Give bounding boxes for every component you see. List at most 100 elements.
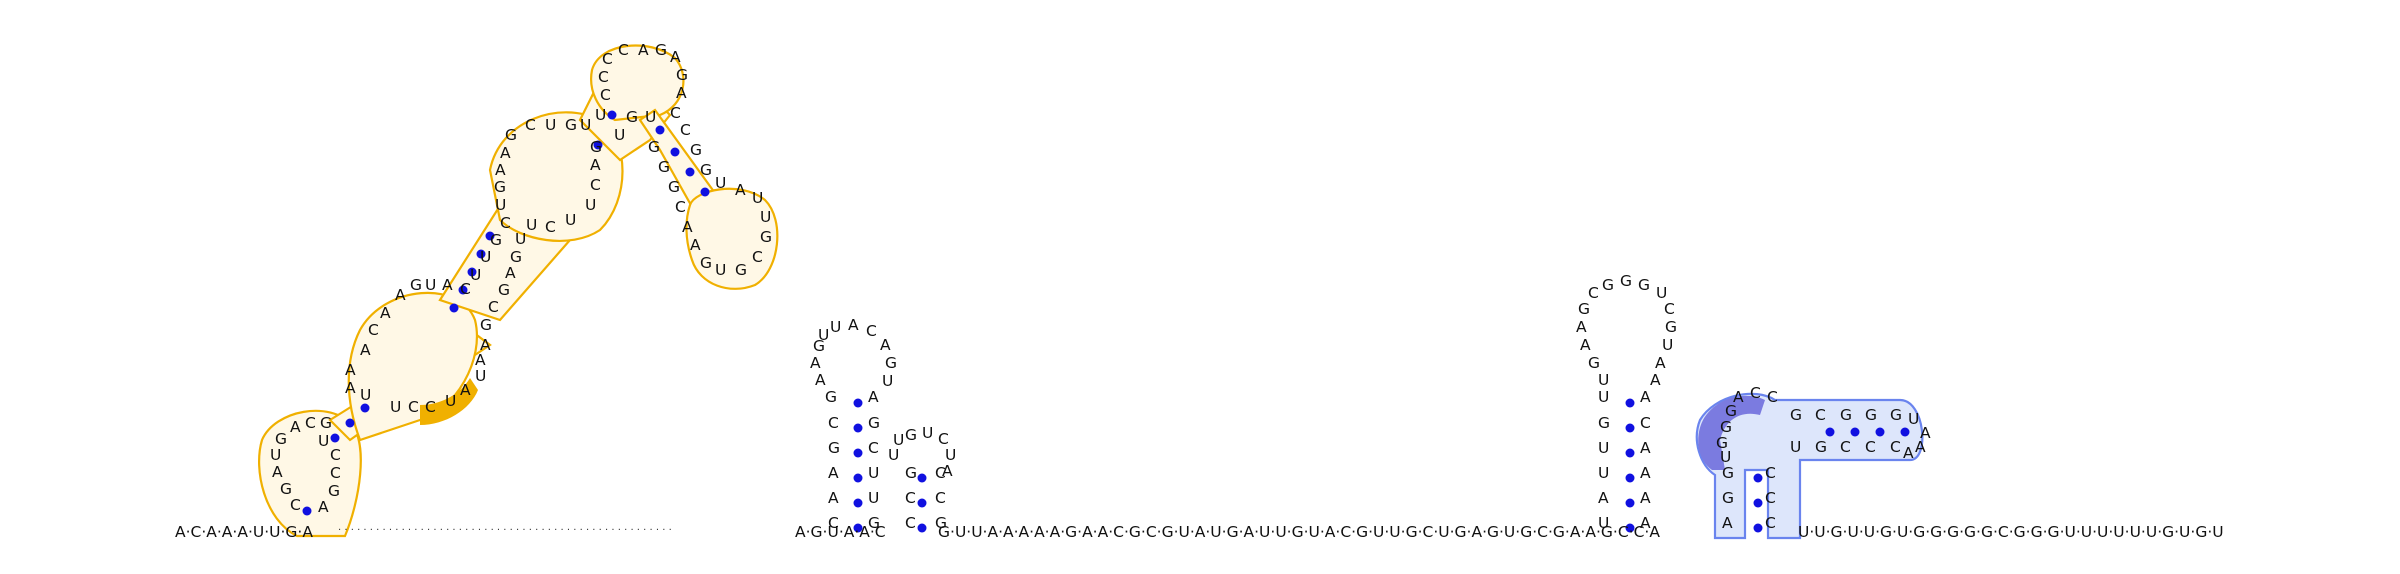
svg-text:A: A [815, 371, 826, 389]
svg-text:U: U [495, 196, 506, 214]
svg-text:G: G [505, 126, 517, 144]
svg-text:A: A [460, 381, 471, 399]
svg-text:A: A [1640, 439, 1651, 457]
base-pair-dots [302, 110, 1910, 533]
svg-text:G: G [1722, 489, 1734, 507]
svg-text:U: U [715, 174, 726, 192]
svg-text:U: U [318, 432, 329, 450]
svg-text:U: U [1598, 439, 1609, 457]
svg-text:G: G [1638, 276, 1650, 294]
svg-text:C: C [1588, 284, 1599, 302]
svg-text:U: U [1598, 464, 1609, 482]
svg-text:U: U [445, 392, 456, 410]
svg-text:G: G [1725, 402, 1737, 420]
svg-text:C: C [545, 218, 556, 236]
svg-text:U: U [470, 266, 481, 284]
svg-text:U: U [360, 386, 371, 404]
svg-text:G: G [1716, 434, 1728, 452]
svg-text:U: U [585, 196, 596, 214]
svg-text:G: G [700, 254, 712, 272]
svg-text:A: A [272, 463, 283, 481]
svg-text:A: A [590, 156, 601, 174]
svg-text:C: C [590, 176, 601, 194]
svg-text:A: A [318, 498, 329, 516]
svg-text:A: A [682, 218, 693, 236]
svg-text:C: C [500, 214, 511, 232]
svg-text:G: G [510, 248, 522, 266]
svg-text:A: A [380, 304, 391, 322]
svg-text:G: G [498, 281, 510, 299]
svg-text:G: G [885, 354, 897, 372]
svg-text:A: A [500, 144, 511, 162]
svg-text:A: A [442, 276, 453, 294]
svg-text:C: C [290, 496, 301, 514]
svg-text:C: C [1767, 388, 1778, 406]
svg-text:G: G [1720, 418, 1732, 436]
svg-text:G: G [658, 158, 670, 176]
svg-text:A: A [880, 336, 891, 354]
svg-text:G: G [1602, 276, 1614, 294]
svg-text:A: A [345, 361, 356, 379]
svg-text:C: C [1890, 438, 1901, 456]
svg-text:C: C [935, 489, 946, 507]
svg-text:U: U [715, 261, 726, 279]
svg-text:U: U [1598, 371, 1609, 389]
svg-text:C: C [330, 464, 341, 482]
svg-text:G: G [676, 66, 688, 84]
svg-text:G: G [1865, 406, 1877, 424]
svg-text:A: A [1733, 388, 1744, 406]
svg-text:C: C [602, 50, 613, 68]
svg-text:A: A [828, 489, 839, 507]
svg-text:A: A [735, 181, 746, 199]
svg-text:C: C [1640, 414, 1651, 432]
svg-text:C: C [1815, 406, 1826, 424]
svg-text:C: C [305, 414, 316, 432]
svg-text:C: C [680, 121, 691, 139]
svg-text:C: C [425, 398, 436, 416]
svg-text:A: A [810, 354, 821, 372]
svg-text:C: C [1840, 438, 1851, 456]
svg-text:G: G [1665, 318, 1677, 336]
svg-text:C: C [752, 248, 763, 266]
svg-text:A: A [1640, 514, 1651, 532]
svg-text:G: G [1815, 438, 1827, 456]
svg-text:U: U [1656, 284, 1667, 302]
svg-text:C: C [866, 322, 877, 340]
svg-text:A: A [1920, 424, 1931, 442]
unpaired-gap-dots: · · · · · · · · · · · · · · · · · · · · … [338, 525, 672, 536]
svg-text:U: U [1598, 388, 1609, 406]
svg-text:C: C [488, 298, 499, 316]
svg-text:U: U [882, 372, 893, 390]
svg-text:A: A [1640, 464, 1651, 482]
svg-text:G: G [1578, 300, 1590, 318]
svg-text:A: A [395, 286, 406, 304]
svg-text:C: C [935, 464, 946, 482]
svg-text:G: G [1598, 414, 1610, 432]
svg-text:A: A [638, 41, 649, 59]
svg-text:U: U [425, 276, 436, 294]
svg-text:C: C [1765, 489, 1776, 507]
svg-text:C: C [408, 398, 419, 416]
svg-text:C: C [598, 68, 609, 86]
svg-text:G: G [868, 514, 880, 532]
svg-text:A: A [1598, 489, 1609, 507]
svg-text:U: U [595, 106, 606, 124]
svg-text:A: A [345, 379, 356, 397]
svg-text:C: C [828, 514, 839, 532]
svg-text:A: A [1576, 318, 1587, 336]
svg-text:G: G [480, 316, 492, 334]
svg-text:C: C [1664, 300, 1675, 318]
svg-text:C: C [460, 280, 471, 298]
svg-text:G: G [275, 430, 287, 448]
svg-text:G: G [1840, 406, 1852, 424]
svg-text:C: C [600, 86, 611, 104]
svg-text:A: A [676, 84, 687, 102]
svg-text:G: G [700, 161, 712, 179]
svg-text:U: U [888, 446, 899, 464]
svg-text:C: C [670, 104, 681, 122]
svg-text:U: U [868, 464, 879, 482]
svg-text:U: U [526, 216, 537, 234]
svg-text:U: U [545, 116, 556, 134]
